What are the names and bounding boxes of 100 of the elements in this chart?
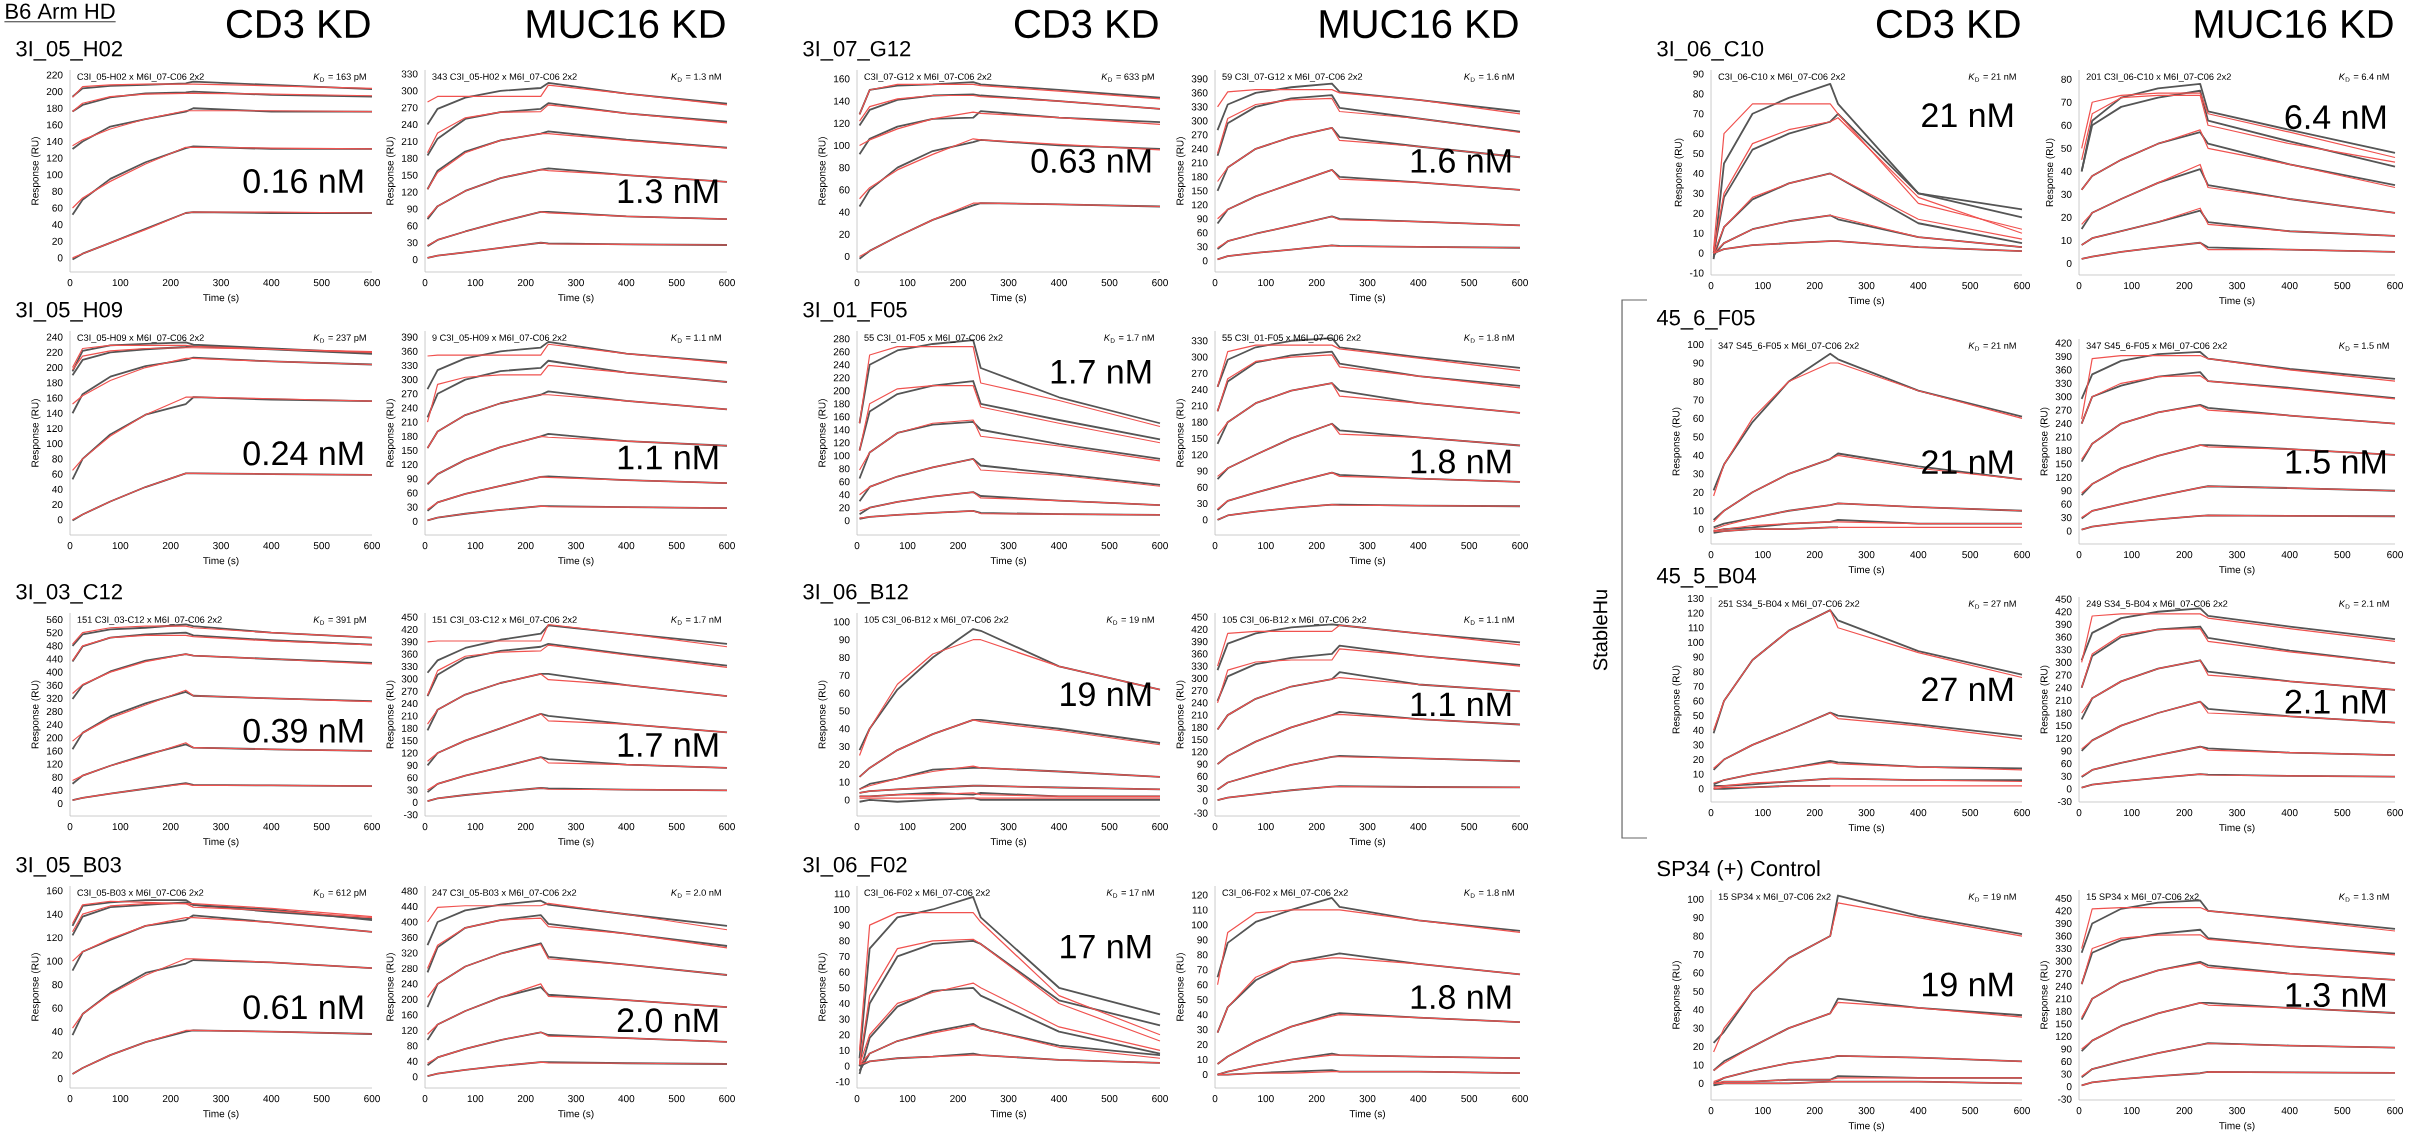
x-axis-title: Time (s): [990, 556, 1027, 567]
y-tick-label: 90: [1693, 914, 1704, 922]
x-tick-label: 0: [854, 1095, 860, 1103]
x-tick-label: 600: [719, 823, 735, 831]
y-tick-label: 60: [1693, 414, 1704, 422]
y-tick-label: 40: [1693, 451, 1704, 459]
x-axis-title: Time (s): [1349, 837, 1386, 848]
y-tick-label: 560: [46, 616, 63, 624]
y-tick-label: 120: [2056, 1032, 2072, 1040]
y-tick-label: 420: [1191, 625, 1208, 633]
y-tick-label: 480: [401, 887, 418, 895]
annotation: K$_{D}$ = 1.5 nM: [2339, 342, 2389, 351]
chart-title: 3I_03_C12: [16, 583, 122, 604]
x-tick-label: 300: [1359, 1095, 1376, 1103]
y-tick-label: 210: [2055, 433, 2072, 441]
y-tick-label: 60: [839, 186, 850, 194]
y-tick-label: 270: [2055, 671, 2072, 679]
y-tick-label: 0: [412, 517, 418, 525]
y-tick-label: 90: [2061, 1045, 2072, 1053]
x-tick-label: 300: [2229, 809, 2245, 817]
y-tick-label: 0: [1202, 1070, 1208, 1079]
annotation: 0.63 nM: [1031, 148, 1151, 173]
chart-title: 3I_06_F02: [803, 856, 907, 877]
chart-title: 3I_07_G12: [803, 40, 911, 61]
x-tick-label: 0: [422, 823, 428, 831]
x-tick-label: 600: [364, 823, 380, 831]
x-tick-label: 100: [1755, 809, 1771, 817]
x-tick-label: 100: [467, 542, 484, 550]
y-tick-label: 300: [1191, 117, 1208, 125]
y-tick-label: 80: [839, 937, 850, 945]
y-tick-label: 80: [52, 981, 63, 989]
y-tick-label: 30: [407, 503, 418, 511]
annotation: K$_{D}$ = 1.3 nM: [671, 73, 721, 82]
y-tick-label: 450: [1191, 613, 1208, 621]
y-tick-label: 10: [1693, 507, 1704, 515]
annotation: K$_{D}$ = 1.3 nM: [2339, 893, 2389, 902]
annotation: 343 C3I_05-H02 x M6I_07-C06 2x2: [432, 73, 577, 82]
y-tick-label: 360: [1191, 89, 1208, 97]
y-tick-label: 390: [2055, 352, 2072, 360]
chart-subtitle: MUC16 KD: [1320, 9, 1518, 39]
y-tick-label: 50: [1197, 996, 1208, 1004]
y-axis-title: Response (RU): [1176, 680, 1186, 749]
x-tick-label: 200: [950, 1095, 966, 1103]
y-tick-label: 100: [1192, 921, 1208, 929]
x-tick-label: 500: [1962, 551, 1979, 559]
y-tick-label: 10: [1693, 229, 1704, 237]
y-tick-label: 400: [401, 918, 418, 926]
annotation: K$_{D}$ = 1.1 nM: [1464, 616, 1514, 625]
y-tick-label: 480: [46, 642, 63, 650]
y-tick-label: 270: [1191, 369, 1208, 377]
x-tick-label: 500: [313, 279, 330, 287]
chart-subtitle: MUC16 KD: [2195, 9, 2393, 39]
y-tick-label: 140: [47, 137, 63, 146]
y-tick-label: 300: [2055, 658, 2072, 666]
y-tick-label: 360: [2055, 932, 2072, 940]
annotation: K$_{D}$ = 163 pM: [313, 73, 366, 82]
y-tick-label: 0: [1698, 525, 1704, 533]
y-tick-label: 90: [407, 205, 418, 213]
annotation: 59 C3I_07-G12 x M6I_07-C06 2x2: [1222, 73, 1363, 82]
y-tick-label: 330: [1191, 662, 1208, 670]
y-tick-label: 60: [1197, 981, 1208, 989]
x-tick-label: 100: [467, 823, 484, 831]
x-tick-label: 600: [719, 1095, 735, 1103]
y-tick-label: 0: [844, 1062, 850, 1070]
y-tick-label: 150: [402, 737, 418, 745]
x-tick-label: 600: [1512, 823, 1528, 831]
y-tick-label: 30: [1197, 1026, 1208, 1034]
y-tick-label: 450: [2055, 894, 2072, 902]
y-tick-label: 180: [834, 400, 850, 408]
x-tick-label: 600: [2387, 551, 2403, 559]
annotation: 1.3 nM: [2286, 982, 2386, 1008]
annotation: K$_{D}$ = 21 nM: [1968, 73, 2016, 82]
y-tick-label: 270: [401, 104, 418, 112]
x-tick-label: 300: [568, 542, 584, 550]
annotation: K$_{D}$ = 633 pM: [1101, 73, 1154, 82]
x-tick-label: 0: [67, 1095, 73, 1103]
x-tick-label: 600: [1152, 279, 1168, 287]
x-tick-label: 500: [668, 823, 685, 831]
x-tick-label: 200: [162, 1095, 179, 1103]
x-tick-label: 400: [618, 542, 635, 550]
y-tick-label: 270: [401, 390, 418, 398]
chart-title: 3I_05_B03: [16, 856, 121, 877]
x-tick-label: 600: [2014, 551, 2030, 559]
x-tick-label: 200: [517, 542, 534, 550]
chart-subtitle: MUC16 KD: [527, 9, 725, 39]
y-tick-label: 60: [52, 204, 63, 212]
annotation: 55 C3I_01-F05 x M6I_07-C06 2x2: [864, 334, 1003, 343]
y-tick-label: 220: [833, 374, 850, 382]
y-tick-label: 20: [52, 501, 63, 509]
y-tick-label: 400: [46, 668, 63, 676]
x-tick-label: 500: [1101, 823, 1118, 831]
y-tick-label: 330: [1191, 337, 1208, 345]
y-tick-label: 360: [401, 650, 418, 658]
annotation: K$_{D}$ = 19 nM: [1968, 893, 2016, 902]
annotation: 1.1 nM: [618, 445, 718, 470]
y-tick-label: 20: [2061, 213, 2072, 221]
x-tick-label: 0: [2076, 282, 2082, 290]
x-tick-label: 100: [467, 1095, 484, 1103]
x-tick-label: 500: [313, 1095, 330, 1103]
y-tick-label: 90: [839, 921, 850, 929]
